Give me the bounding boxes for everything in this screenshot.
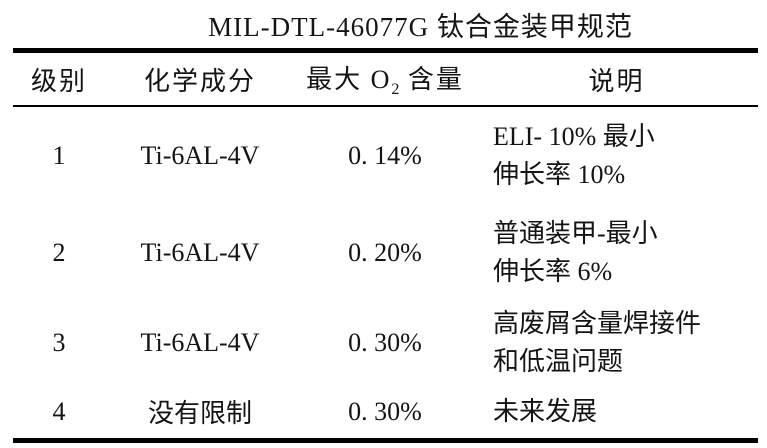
table-row: 1 Ti-6AL-4V 0. 14% ELI- 10% 最小 伸长率 10%	[13, 107, 758, 205]
composition-cell: Ti-6AL-4V	[140, 327, 260, 357]
description-cell: 高废屑含量焊接件 和低温问题	[475, 305, 758, 381]
grade-cell: 4	[52, 396, 66, 426]
max-o2-cell: 0. 20%	[348, 237, 422, 267]
description-line-2: 和低温问题	[493, 346, 624, 376]
table-row: 2 Ti-6AL-4V 0. 20% 普通装甲-最小 伸长率 6%	[13, 205, 758, 300]
composition-cell: Ti-6AL-4V	[140, 141, 260, 170]
description-cell: ELI- 10% 最小 伸长率 10%	[475, 118, 758, 194]
description-line-1: 普通装甲-最小	[493, 218, 658, 248]
max-o2-cell: 0. 14%	[348, 141, 422, 170]
header-description: 说明	[588, 66, 645, 96]
header-max-oxygen: 最大 O2 含量	[295, 59, 475, 99]
composition-cell: 没有限制	[147, 399, 252, 428]
description-cell: 未来发展	[475, 393, 758, 431]
max-o2-cell: 0. 30%	[348, 327, 422, 357]
header-max-oxygen-pre: 最大 O	[306, 64, 392, 94]
spec-table: 级别 化学成分 最大 O2 含量 说明 1 Ti-6AL-4V 0. 14% E…	[13, 48, 758, 443]
header-max-oxygen-post: 含量	[399, 64, 464, 94]
description-cell: 普通装甲-最小 伸长率 6%	[475, 215, 758, 291]
grade-cell: 3	[52, 327, 66, 357]
grade-cell: 1	[52, 141, 66, 170]
grade-cell: 2	[52, 237, 66, 267]
description-line-1: 高废屑含量焊接件	[493, 308, 702, 338]
description-line-2: 伸长率 6%	[493, 256, 613, 286]
description-line-1: ELI- 10% 最小	[493, 122, 655, 151]
max-o2-cell: 0. 30%	[348, 396, 422, 426]
header-grade: 级别	[30, 66, 87, 96]
table-row: 4 没有限制 0. 30% 未来发展	[13, 385, 758, 438]
table-title: MIL-DTL-46077G 钛合金装甲规范	[208, 12, 633, 42]
description-line-2: 伸长率 10%	[493, 160, 626, 189]
table-header-row: 级别 化学成分 最大 O2 含量 说明	[13, 53, 758, 107]
header-composition: 化学成分	[143, 66, 256, 96]
composition-cell: Ti-6AL-4V	[140, 237, 260, 267]
header-oxygen-subscript: 2	[391, 81, 400, 99]
description-line-1: 未来发展	[493, 396, 598, 426]
table-row: 3 Ti-6AL-4V 0. 30% 高废屑含量焊接件 和低温问题	[13, 300, 758, 385]
